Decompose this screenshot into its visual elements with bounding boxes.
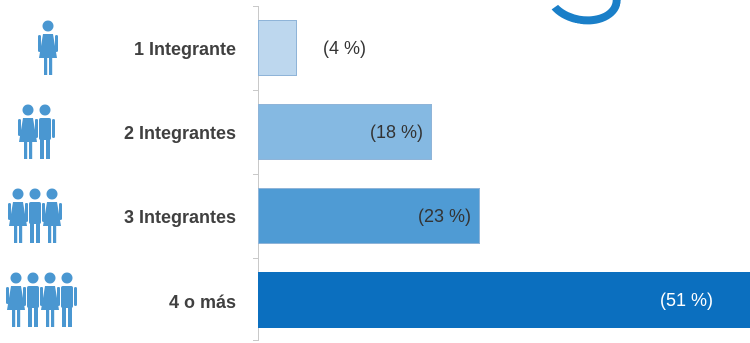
axis-tick xyxy=(253,340,259,341)
bar-value-label: (18 %) xyxy=(370,121,423,143)
category-label: 4 o más xyxy=(36,291,236,313)
bar-value-label: (51 %) xyxy=(660,289,713,311)
bar xyxy=(258,20,297,76)
category-label: 3 Integrantes xyxy=(36,206,236,228)
category-label: 1 Integrante xyxy=(36,38,236,60)
category-label: 2 Integrantes xyxy=(36,122,236,144)
partial-title-glyph xyxy=(541,0,625,30)
axis-tick xyxy=(253,6,259,7)
bar-value-label: (4 %) xyxy=(323,37,366,59)
axis-tick xyxy=(253,90,259,91)
bar-value-label: (23 %) xyxy=(418,205,471,227)
axis-tick xyxy=(253,174,259,175)
axis-tick xyxy=(253,258,259,259)
